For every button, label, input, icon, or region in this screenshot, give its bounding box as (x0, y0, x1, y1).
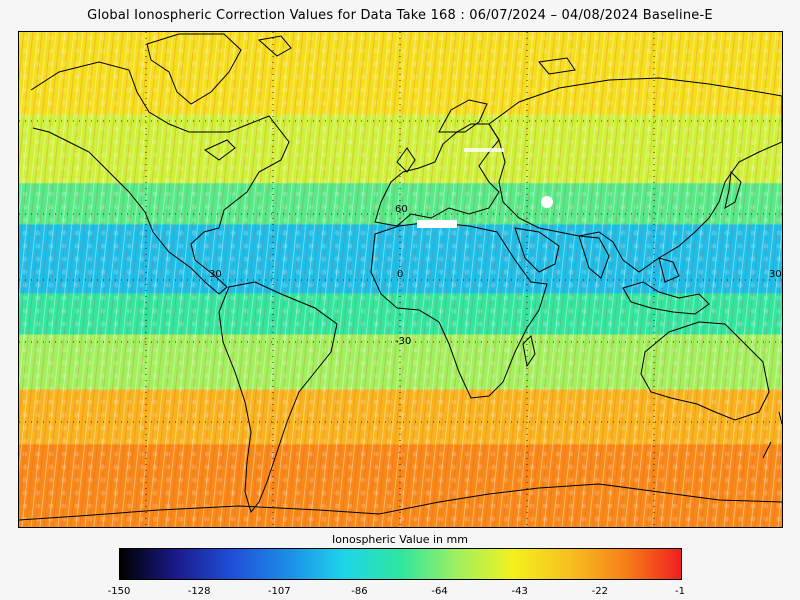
map-title: Global Ionospheric Correction Values for… (87, 8, 713, 23)
colorbar (119, 548, 682, 580)
data-gap (541, 196, 553, 208)
data-gap (464, 148, 504, 152)
lat-label: 60 (395, 204, 408, 215)
colorbar-tick-label: -22 (591, 586, 609, 597)
satellite-tracks (19, 32, 782, 527)
ionosphere-map: 30 60 0 -30 30 (18, 31, 783, 528)
colorbar-ticks: -150 -128 -107 -86 -64 -43 -22 -1 (108, 586, 685, 600)
colorbar-tick-label: -43 (511, 586, 528, 597)
colorbar-tick-label: -1 (675, 586, 685, 597)
data-gap (417, 220, 457, 228)
colorbar-tick-label: -64 (431, 586, 448, 597)
lat-label: 30 (769, 269, 782, 280)
colorbar-label: Ionospheric Value in mm (332, 533, 468, 546)
colorbar-tick-label: -150 (107, 586, 131, 597)
lat-label: 0 (397, 269, 403, 280)
colorbar-tick-label: -107 (267, 586, 291, 597)
coastlines (19, 33, 782, 521)
lat-label: -30 (395, 336, 411, 347)
map-canvas: 30 60 0 -30 30 (19, 32, 782, 527)
colorbar-tick-label: -128 (187, 586, 211, 597)
colorbar-tick-label: -86 (351, 586, 368, 597)
lat-label: 30 (209, 269, 222, 280)
